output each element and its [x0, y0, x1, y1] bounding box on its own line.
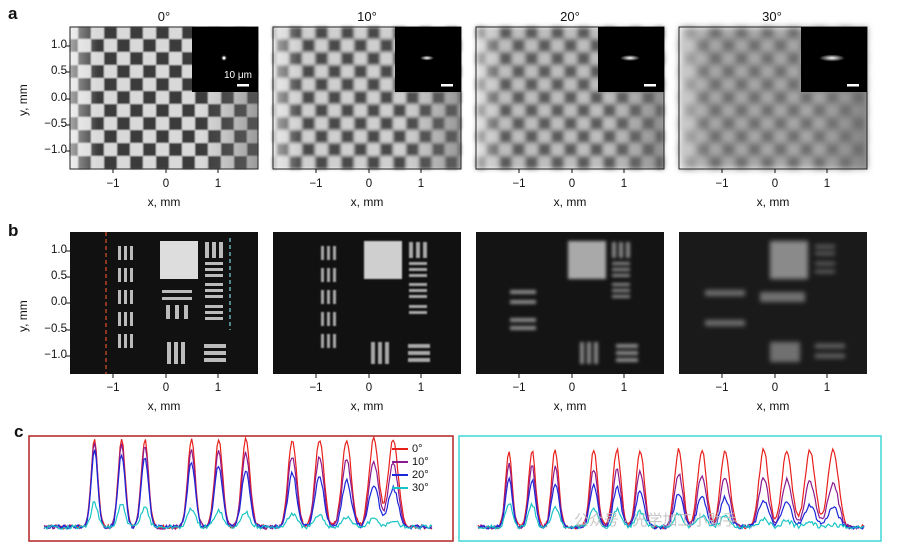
x-tick: 1 [214, 382, 222, 394]
x-tick: −1 [106, 382, 120, 394]
x-axis-ticks-b [66, 250, 828, 378]
x-axis-label: x, mm [350, 399, 384, 413]
x-tick: −1 [715, 178, 729, 190]
legend-swatch [392, 486, 408, 489]
x-tick: 0 [771, 178, 779, 190]
y-tick: 0.5 [51, 65, 67, 77]
x-tick: 0 [162, 178, 170, 190]
x-tick: −1 [512, 382, 526, 394]
y-tick: 0.0 [51, 92, 67, 104]
legend-swatch [392, 473, 408, 476]
angle-title-0: 0° [157, 9, 171, 24]
legend-item: 0° [392, 442, 429, 455]
panel-label-c: c [14, 422, 24, 441]
x-tick: −1 [512, 178, 526, 190]
panel-label-a: a [8, 4, 18, 23]
right-profile-series-0 [477, 446, 865, 530]
x-tick: 1 [214, 178, 222, 190]
inset-scale-label: 10 μm [224, 70, 252, 81]
x-tick: 1 [417, 382, 425, 394]
x-axis-ticks-a [66, 45, 828, 173]
profile-box-left [28, 435, 454, 542]
legend-item: 10° [392, 455, 429, 468]
x-axis-label: x, mm [147, 399, 181, 413]
angle-title-30: 30° [762, 9, 782, 24]
x-tick: 0 [771, 382, 779, 394]
x-axis-label: x, mm [756, 195, 790, 209]
angle-title-10: 10° [357, 9, 377, 24]
psf-inset-30 [801, 27, 867, 92]
left-profile-series-3 [43, 501, 433, 531]
right-profile-series-3 [477, 502, 865, 530]
usaf-image-10 [273, 232, 461, 374]
usaf-image-0 [70, 232, 258, 374]
legend-label: 20° [412, 468, 429, 481]
x-tick: −1 [715, 382, 729, 394]
y-tick: −1.0 [44, 144, 67, 156]
x-axis-label: x, mm [147, 195, 181, 209]
legend-label: 0° [412, 442, 423, 455]
x-tick: −1 [309, 178, 323, 190]
x-tick: 1 [823, 178, 831, 190]
legend-swatch [392, 460, 408, 463]
panel-label-b: b [8, 221, 19, 240]
x-tick: 0 [568, 382, 576, 394]
y-tick: 1.0 [51, 244, 67, 256]
x-tick: 0 [365, 382, 373, 394]
y-tick: 0.5 [51, 270, 67, 282]
usaf-image-30 [679, 232, 867, 374]
y-tick: −1.0 [44, 349, 67, 361]
usaf-image-20 [476, 232, 664, 374]
y-tick: −0.5 [44, 118, 67, 130]
checkerboard-image-30 [678, 26, 868, 170]
x-tick: 1 [417, 178, 425, 190]
x-tick: 0 [162, 382, 170, 394]
legend-label: 10° [412, 455, 429, 468]
x-axis-label: x, mm [553, 195, 587, 209]
intensity-profiles [43, 435, 865, 531]
x-axis-label: x, mm [553, 399, 587, 413]
psf-inset-0 [192, 27, 258, 92]
x-tick: 1 [620, 382, 628, 394]
psf-inset-20 [598, 27, 664, 92]
legend-item: 30° [392, 481, 429, 494]
x-tick: 1 [823, 382, 831, 394]
x-axis-label: x, mm [350, 195, 384, 209]
y-tick: 0.0 [51, 296, 67, 308]
legend-swatch [392, 447, 408, 450]
watermark: 公众号 · 光学加工小助手 [574, 512, 738, 529]
x-axis-label: x, mm [756, 399, 790, 413]
legend-item: 20° [392, 468, 429, 481]
checkerboard-image-10 [272, 26, 462, 170]
legend-label: 30° [412, 481, 429, 494]
psf-inset-10 [395, 27, 461, 92]
y-tick: 1.0 [51, 39, 67, 51]
y-tick: −0.5 [44, 323, 67, 335]
x-tick: −1 [106, 178, 120, 190]
x-tick: 0 [365, 178, 373, 190]
x-tick: 0 [568, 178, 576, 190]
x-tick: 1 [620, 178, 628, 190]
legend: 0° 10° 20° 30° [392, 442, 429, 494]
profile-box-right [458, 435, 882, 542]
x-tick: −1 [309, 382, 323, 394]
angle-title-20: 20° [560, 9, 580, 24]
